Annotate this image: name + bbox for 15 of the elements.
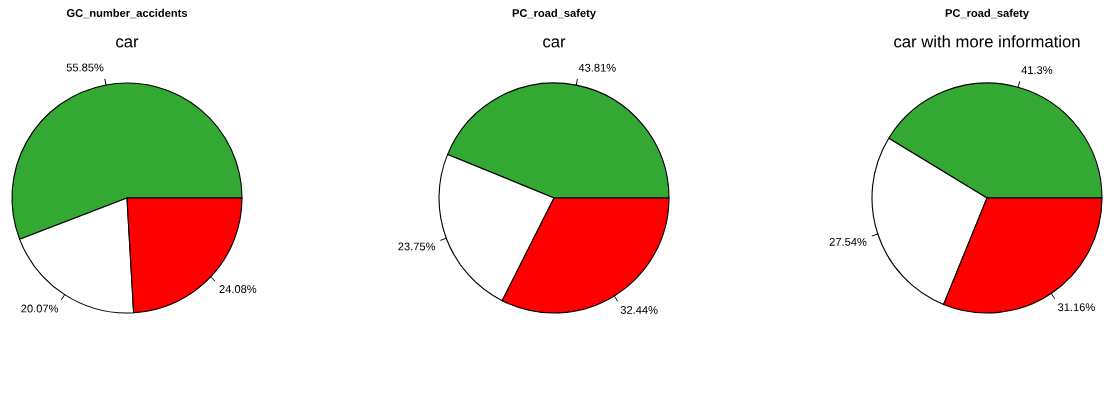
chart-title: PC_road_safety [512, 8, 596, 20]
chart-title: PC_road_safety [945, 8, 1029, 20]
chart-title: GC_number_accidents [66, 8, 188, 19]
chart-subtitle: car [116, 38, 139, 48]
data-label: 43.81% [578, 63, 616, 72]
data-label: 20.07% [21, 304, 59, 313]
data-label: 55.85% [66, 63, 104, 72]
data-label: 32.44% [620, 306, 658, 314]
data-label: 27.54% [829, 237, 867, 246]
data-label: 23.75% [398, 242, 436, 251]
data-label: 31.16% [1058, 303, 1095, 312]
chart-subtitle: car with more information [894, 35, 1080, 48]
data-label: 24.08% [219, 285, 257, 293]
chart-subtitle: car [543, 38, 566, 48]
data-label: 41.3% [1021, 66, 1053, 74]
